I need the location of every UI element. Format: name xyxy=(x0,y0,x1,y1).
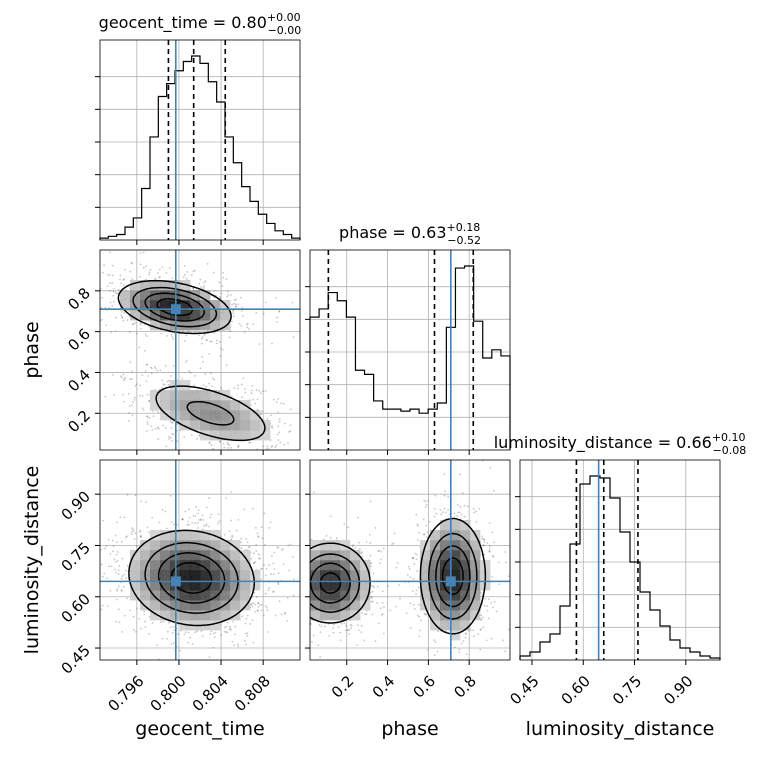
x-tick-label: 0.2 xyxy=(328,672,358,702)
panel-frame xyxy=(99,249,301,451)
title-param-name: luminosity_distance = 0.66 xyxy=(494,433,712,453)
contour-line xyxy=(310,545,471,608)
truth-marker xyxy=(170,576,181,587)
hist-panel-geocent_time xyxy=(95,39,301,245)
hist-panel-luminosity_distance xyxy=(515,459,721,665)
y-tick-label: 0.60 xyxy=(58,590,94,626)
contour-line xyxy=(156,298,194,317)
title-plus: +0.10 xyxy=(712,431,746,444)
contour-line xyxy=(117,279,266,442)
density-panel-geocent_time-vs-phase xyxy=(95,249,301,455)
panel-frame xyxy=(309,459,511,661)
panel-background xyxy=(100,40,300,240)
hist-title-phase: phase = 0.63+0.18 −0.52 xyxy=(339,221,481,247)
x-tick-label: 0.4 xyxy=(369,672,399,702)
hist-step-line xyxy=(99,55,301,240)
contour-line xyxy=(144,292,206,322)
y-tick-label: 0.90 xyxy=(58,487,94,523)
y-tick-label: 0.75 xyxy=(58,539,94,575)
contour-line xyxy=(144,541,239,614)
x-tick-label: 0.800 xyxy=(147,672,190,715)
x-tick-label: 0.796 xyxy=(104,672,147,715)
x-tick-label: 0.60 xyxy=(558,672,594,708)
panel-background xyxy=(520,460,720,660)
contour-line xyxy=(310,517,487,635)
hist-step-line xyxy=(309,265,511,450)
x-tick-label: 0.90 xyxy=(660,672,696,708)
y-tick-label: 0.4 xyxy=(64,366,94,396)
x-tick-label: 0.804 xyxy=(189,672,232,715)
x-tick-label: 0.8 xyxy=(450,672,480,702)
title-plus: +0.18 xyxy=(447,221,481,234)
title-minus: −0.00 xyxy=(268,24,302,37)
truth-marker xyxy=(445,576,456,587)
contour-line xyxy=(310,532,478,620)
x-axis-label-geocent_time: geocent_time xyxy=(135,718,264,740)
panel-frame xyxy=(519,459,721,661)
y-axis-label-phase: phase xyxy=(21,321,43,378)
panel-frame xyxy=(99,459,301,661)
panel-frame xyxy=(309,249,511,451)
y-tick-label: 0.2 xyxy=(64,407,94,437)
y-tick-label: 0.8 xyxy=(64,284,94,314)
hist-step-line xyxy=(519,475,721,660)
x-axis-label-phase: phase xyxy=(381,718,438,740)
hist-panel-phase xyxy=(305,249,511,455)
y-axis-label-luminosity_distance: luminosity_distance xyxy=(21,466,43,655)
y-tick-label: 0.45 xyxy=(58,641,94,677)
title-minus: −0.52 xyxy=(447,234,481,247)
density-panel-phase-vs-luminosity_distance xyxy=(305,459,511,665)
title-param-name: phase = 0.63 xyxy=(339,223,446,242)
x-tick-label: 0.6 xyxy=(410,672,440,702)
density-panel-geocent_time-vs-luminosity_distance xyxy=(95,459,301,665)
hist-title-geocent_time: geocent_time = 0.80+0.00 −0.00 xyxy=(99,11,302,37)
x-tick-label: 0.808 xyxy=(231,672,274,715)
title-minus: −0.08 xyxy=(713,444,747,457)
contour-line xyxy=(132,286,235,426)
title-param-name: geocent_time = 0.80 xyxy=(99,13,267,33)
x-tick-label: 0.75 xyxy=(609,672,645,708)
x-axis-label-luminosity_distance: luminosity_distance xyxy=(526,718,715,740)
y-tick-label: 0.6 xyxy=(64,325,94,355)
panel-background xyxy=(310,250,510,450)
panel-frame xyxy=(99,39,301,241)
hist-title-luminosity_distance: luminosity_distance = 0.66+0.10 −0.08 xyxy=(494,431,747,457)
title-plus: +0.00 xyxy=(267,11,301,24)
truth-marker xyxy=(170,304,181,315)
x-tick-label: 0.45 xyxy=(506,672,542,708)
